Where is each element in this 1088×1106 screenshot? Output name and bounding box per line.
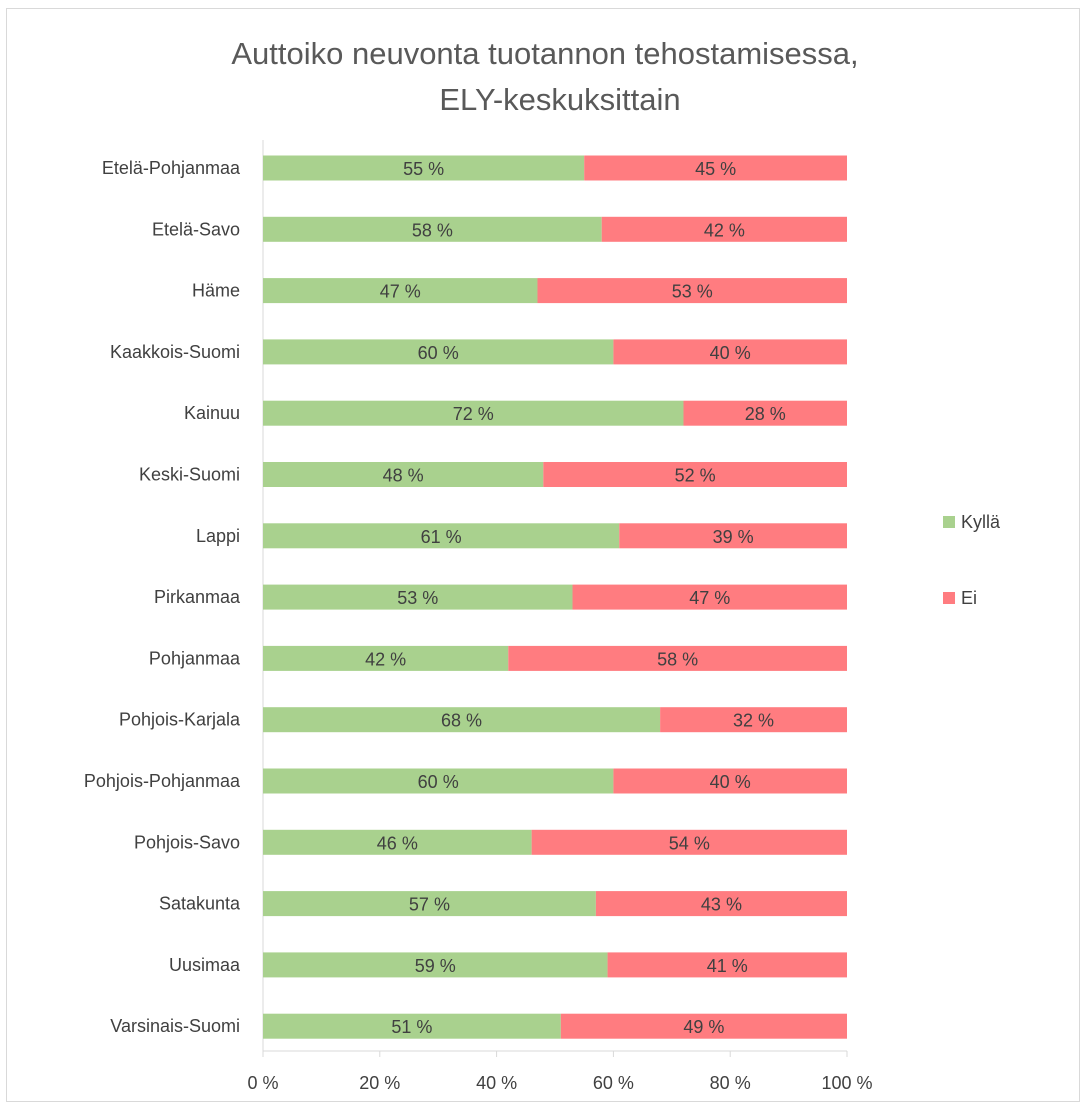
- bar-segment-ei: [537, 278, 847, 304]
- category-labels: Etelä-Pohjanmaa Etelä-Savo Häme Kaakkois-Su…: [84, 158, 241, 1036]
- bar-segment-kyllä: [263, 707, 661, 733]
- category-label: Varsinais-Suomi: [110, 1016, 240, 1036]
- data-label: 48 %: [383, 466, 424, 486]
- bar-segment-ei: [595, 891, 847, 917]
- data-label: 57 %: [409, 895, 450, 915]
- data-label: 49 %: [683, 1017, 724, 1037]
- category-label: Pohjanmaa: [149, 648, 241, 668]
- data-label: 53 %: [397, 588, 438, 608]
- legend-label: Ei: [961, 588, 977, 608]
- data-label: 41 %: [707, 956, 748, 976]
- category-label: Etelä-Savo: [152, 219, 240, 239]
- bar-segment-ei: [613, 768, 847, 794]
- data-label: 45 %: [695, 159, 736, 179]
- data-label: 52 %: [675, 466, 716, 486]
- bar-segment-ei: [619, 523, 847, 549]
- bar-segment-ei: [531, 829, 847, 855]
- category-label: Uusimaa: [169, 955, 241, 975]
- data-label: 47 %: [380, 282, 421, 302]
- category-label: Kainuu: [184, 403, 240, 423]
- category-label: Pohjois-Karjala: [119, 710, 241, 730]
- chart-title-line: ELY-keskuksittain: [439, 82, 680, 117]
- bar-segment-kyllä: [263, 462, 544, 487]
- legend: Kyllä Ei: [943, 512, 1001, 608]
- x-tick-label: 100 %: [821, 1073, 872, 1093]
- data-label: 39 %: [713, 527, 754, 547]
- data-label: 51 %: [391, 1017, 432, 1037]
- x-tick-label: 0 %: [247, 1073, 278, 1093]
- data-label: 46 %: [377, 833, 418, 853]
- data-label: 42 %: [365, 649, 406, 669]
- data-label: 61 %: [421, 527, 462, 547]
- chart-title-line: Auttoiko neuvonta tuotannon tehostamises…: [231, 36, 858, 71]
- data-label: 60 %: [418, 772, 459, 792]
- bar-segment-ei: [584, 155, 847, 181]
- bar-segment-kyllä: [263, 278, 538, 304]
- bar-segment-kyllä: [263, 1013, 561, 1039]
- x-tick-label: 80 %: [710, 1073, 751, 1093]
- data-label: 40 %: [710, 343, 751, 363]
- data-label: 60 %: [418, 343, 459, 363]
- data-label: 54 %: [669, 833, 710, 853]
- data-label: 72 %: [453, 404, 494, 424]
- bar-segment-kyllä: [263, 768, 614, 794]
- bar-segment-kyllä: [263, 952, 608, 978]
- legend-label: Kyllä: [961, 512, 1001, 532]
- category-label: Satakunta: [159, 894, 241, 914]
- bar-segment-ei: [607, 952, 847, 978]
- data-label: 53 %: [672, 282, 713, 302]
- bar-segment-kyllä: [263, 584, 573, 610]
- x-tick-label: 20 %: [359, 1073, 400, 1093]
- category-label: Pohjois-Pohjanmaa: [84, 771, 241, 791]
- bar-segment-kyllä: [263, 339, 614, 365]
- x-tick-label: 40 %: [476, 1073, 517, 1093]
- category-label: Keski-Suomi: [139, 465, 240, 485]
- legend-swatch-ei: [943, 592, 955, 604]
- bar-segment-ei: [543, 462, 847, 487]
- chart-frame: [6, 8, 1080, 1102]
- bar-segment-ei: [613, 339, 847, 365]
- bar-segment-kyllä: [263, 155, 585, 181]
- data-label: 40 %: [710, 772, 751, 792]
- x-tick-label: 60 %: [593, 1073, 634, 1093]
- category-label: Etelä-Pohjanmaa: [102, 158, 241, 178]
- data-label: 58 %: [412, 220, 453, 240]
- bar-segment-ei: [601, 216, 847, 242]
- bar-segment-ei: [508, 645, 847, 671]
- legend-swatch-kyllä: [943, 516, 955, 528]
- bar-segment-ei: [572, 584, 847, 610]
- bar-segment-ei: [560, 1013, 847, 1039]
- data-label: 47 %: [689, 588, 730, 608]
- data-label: 32 %: [733, 711, 774, 731]
- data-label: 28 %: [745, 404, 786, 424]
- category-label: Lappi: [196, 526, 240, 546]
- chart-title: Auttoiko neuvonta tuotannon tehostamises…: [231, 36, 858, 117]
- category-label: Pirkanmaa: [154, 587, 241, 607]
- category-label: Pohjois-Savo: [134, 832, 240, 852]
- bar-segment-kyllä: [263, 829, 532, 855]
- data-label: 42 %: [704, 220, 745, 240]
- data-label: 58 %: [657, 649, 698, 669]
- data-label: 43 %: [701, 895, 742, 915]
- bar-segment-kyllä: [263, 891, 596, 917]
- category-label: Kaakkois-Suomi: [110, 342, 240, 362]
- bar-segment-kyllä: [263, 523, 620, 549]
- bar-segment-kyllä: [263, 216, 602, 242]
- category-label: Häme: [192, 281, 240, 301]
- bar-segment-ei: [660, 707, 847, 733]
- bar-segment-ei: [683, 400, 847, 426]
- bar-segment-kyllä: [263, 400, 684, 426]
- bars: 55 % 45 % 58 % 42 % 47 % 53 % 60 % 40 % 72 % 28 %…: [263, 155, 847, 1039]
- data-label: 55 %: [403, 159, 444, 179]
- bar-segment-kyllä: [263, 645, 509, 671]
- data-label: 68 %: [441, 711, 482, 731]
- data-label: 59 %: [415, 956, 456, 976]
